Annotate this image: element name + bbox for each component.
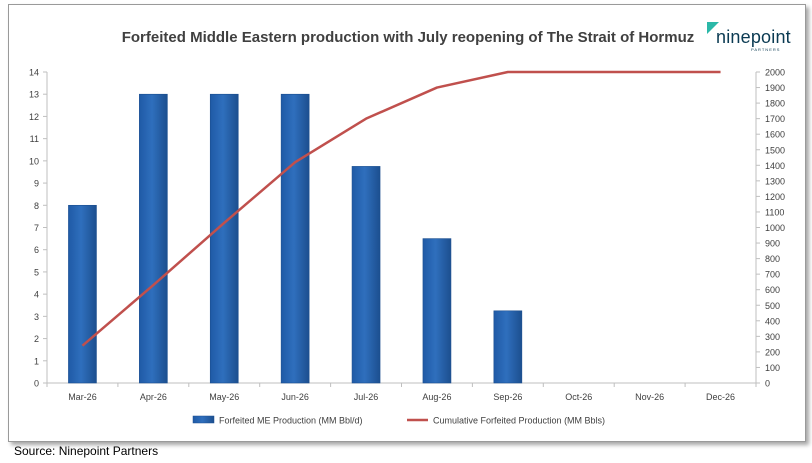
x-tick-label: Jun-26 [281, 392, 309, 402]
legend: Forfeited ME Production (MM Bbl/d) Cumula… [192, 415, 605, 426]
y-tick-label: 7 [34, 223, 39, 233]
x-tick-label: Aug-26 [422, 392, 451, 402]
x-tick-label: Sep-26 [493, 392, 522, 402]
y-tick-label: 9 [34, 179, 39, 189]
axes: 0123456789101112131401002003004005006007… [29, 68, 785, 403]
y2-tick-label: 1300 [765, 176, 785, 186]
y2-tick-label: 2000 [765, 68, 785, 78]
y2-tick-label: 0 [765, 379, 770, 389]
x-tick-label: Oct-26 [565, 392, 592, 402]
y-tick-label: 1 [34, 356, 39, 366]
y-tick-label: 14 [29, 68, 39, 78]
y-tick-label: 13 [29, 90, 39, 100]
y-tick-label: 12 [29, 112, 39, 122]
y-tick-label: 11 [30, 134, 39, 144]
x-tick-label: Apr-26 [140, 392, 167, 402]
y2-tick-label: 1000 [765, 223, 785, 233]
y2-tick-label: 1500 [765, 145, 785, 155]
y-tick-label: 4 [34, 290, 39, 300]
line-series [81, 70, 721, 347]
source-note: Source: Ninepoint Partners [14, 444, 159, 458]
y2-tick-label: 1700 [765, 114, 785, 124]
bar [493, 310, 523, 384]
y2-tick-label: 1800 [765, 99, 785, 109]
y-tick-label: 2 [34, 334, 39, 344]
y-tick-label: 0 [34, 379, 39, 389]
y2-tick-label: 500 [765, 301, 780, 311]
legend-label: Cumulative Forfeited Production (MM Bbls… [433, 416, 605, 426]
chart-title: Forfeited Middle Eastern production with… [122, 29, 695, 46]
logo-wordmark: ninepoint [716, 27, 791, 47]
logo-tagline: PARTNERS [751, 47, 781, 52]
y-tick-label: 10 [29, 156, 39, 166]
y-tick-label: 8 [34, 201, 39, 211]
y-tick-label: 5 [34, 267, 39, 277]
y2-tick-label: 1900 [765, 83, 785, 93]
y2-tick-label: 800 [765, 254, 780, 264]
y2-tick-label: 700 [765, 270, 780, 280]
y2-tick-label: 200 [765, 347, 780, 357]
bar [139, 93, 168, 384]
x-tick-label: Dec-26 [706, 392, 735, 402]
bar [351, 166, 381, 384]
y2-tick-label: 1600 [765, 130, 785, 140]
ninepoint-logo-icon [707, 22, 719, 34]
y2-tick-label: 1100 [765, 207, 784, 217]
y-tick-label: 3 [34, 312, 39, 322]
ninepoint-logo: ninepoint PARTNERS [705, 20, 791, 56]
y2-tick-label: 600 [765, 285, 780, 295]
y2-tick-label: 1400 [765, 161, 785, 171]
bar-series [68, 93, 523, 384]
y2-tick-label: 400 [765, 316, 780, 326]
y2-tick-label: 900 [765, 239, 780, 249]
bar [422, 238, 452, 384]
x-tick-label: Nov-26 [635, 392, 664, 402]
x-tick-label: Mar-26 [68, 392, 97, 402]
cumulative-line [81, 70, 721, 347]
bar [68, 204, 97, 384]
legend-label: Forfeited ME Production (MM Bbl/d) [219, 416, 363, 426]
x-tick-label: Jul-26 [354, 392, 379, 402]
bar [209, 93, 239, 384]
x-tick-label: May-26 [209, 392, 239, 402]
y2-tick-label: 300 [765, 332, 780, 342]
y-tick-label: 6 [34, 245, 39, 255]
y2-tick-label: 1200 [765, 192, 785, 202]
y2-tick-label: 100 [765, 363, 780, 373]
legend-bar-swatch [192, 415, 215, 424]
bar [280, 93, 310, 384]
